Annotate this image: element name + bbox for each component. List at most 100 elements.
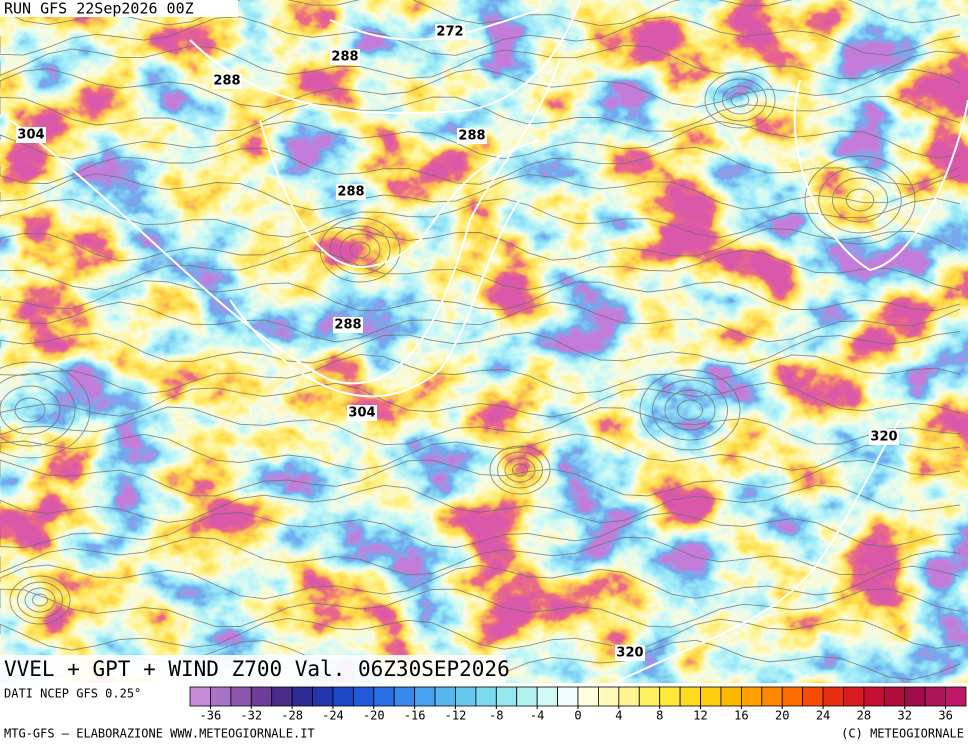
colorbar-tick-label: 32 [898,709,912,723]
contour-label-bg [869,429,899,445]
colorbar-swatch [577,686,599,707]
colorbar-tick-label: 24 [816,709,830,723]
vortex [24,587,56,613]
colorbar-tick-label: -24 [322,709,344,723]
footer-right: (C) METEOGIORNALE [841,727,964,741]
vortex [639,369,741,451]
colorbar-swatch [638,686,661,707]
colorbar-swatch [434,686,456,707]
contour-label-bg [615,645,645,661]
contour-label-bg [336,184,366,200]
streamline [0,588,961,628]
source-label: DATI NCEP GFS 0.25° [4,687,141,701]
run-label: RUN GFS 22Sep2026 00Z [4,0,194,18]
vortex [804,155,916,245]
vortex [832,177,888,223]
gpt-contours [9,0,968,691]
colorbar-swatch [863,686,885,707]
colorbar-swatch [475,686,497,707]
colorbar-swatch [720,686,742,707]
contour-label: 288 [458,129,485,144]
colorbar-tick-label: 8 [656,709,663,723]
contour-label: 320 [616,646,643,661]
colorbar-swatch [618,686,640,707]
contour-label-bg [457,128,487,144]
vortex [713,78,767,122]
contour-label-bg [347,405,377,421]
colorbar-swatch [924,686,946,707]
streamline [0,0,961,27]
streamline [0,433,961,471]
vortex [818,166,902,234]
colorbar-tick-label: 28 [857,709,871,723]
colorbar-swatch [373,686,395,707]
colorbar-swatch [312,686,334,707]
colorbar-swatch [332,686,354,707]
colorbar-swatch [883,686,906,707]
colorbar-swatch [189,686,211,707]
colorbar-swatch [352,686,375,707]
streamline [0,95,961,132]
vortex [652,379,728,441]
streamline [0,16,961,56]
contour [599,419,901,691]
map-title: VVEL + GPT + WIND Z700 Val. 06Z30SEP2026 [4,657,510,681]
streamline [0,382,961,418]
contour-label-bg [435,24,465,40]
colorbar-tick-label: -4 [530,709,544,723]
vortex [845,188,875,212]
vortex [14,397,46,423]
streamline [0,68,961,108]
colorbar-tick-label: -12 [445,709,467,723]
colorbar-tick-label: -36 [200,709,222,723]
streamline [0,536,961,576]
colorbar: -36 -32 -28 -24 -20 -16 -12 -8 -4 0 4 8 12 16 20 24 28 32… [189,686,967,723]
streamline [0,353,961,395]
colorbar-swatch [904,686,926,707]
vortex [704,71,776,129]
contour-label: 288 [213,74,240,89]
contour [259,119,541,268]
colorbar-swatch [843,686,865,707]
streamline [0,249,961,291]
streamline [0,459,961,497]
contour-label-bg [16,127,46,143]
colorbar-swatch [536,686,558,707]
colorbar-tick-label: 4 [615,709,622,723]
colorbar-swatch [761,686,783,707]
colorbar-tick-label: 16 [734,709,748,723]
vortex [9,575,71,625]
colorbar-swatch [802,686,824,707]
contour [229,199,521,398]
colorbar-tick-label: 20 [775,709,789,723]
contour-label-bg [333,317,363,333]
vortex [504,457,536,483]
vortex [722,85,758,115]
contour-label: 304 [348,406,375,421]
streamline [0,173,961,211]
vortex [0,373,76,447]
colorbar-swatch [210,686,232,707]
contour-label: 288 [337,185,364,200]
contour-label: 320 [870,430,897,445]
streamline [0,484,961,524]
streamline [0,331,961,365]
streamline [0,45,961,80]
streamline [0,280,961,312]
run-box [0,0,238,17]
streamline [0,406,961,446]
colorbar-swatch [291,686,313,707]
colorbar-swatch [659,686,681,707]
vortex [349,241,371,259]
streamline [0,301,961,343]
vortex [0,385,61,435]
vvel-field [0,0,968,683]
colorbar-swatch [414,686,436,707]
vortex [32,593,48,607]
vortex [329,225,391,275]
colorbar-swatch [822,686,844,707]
streamline [0,564,961,600]
contour [189,0,581,115]
